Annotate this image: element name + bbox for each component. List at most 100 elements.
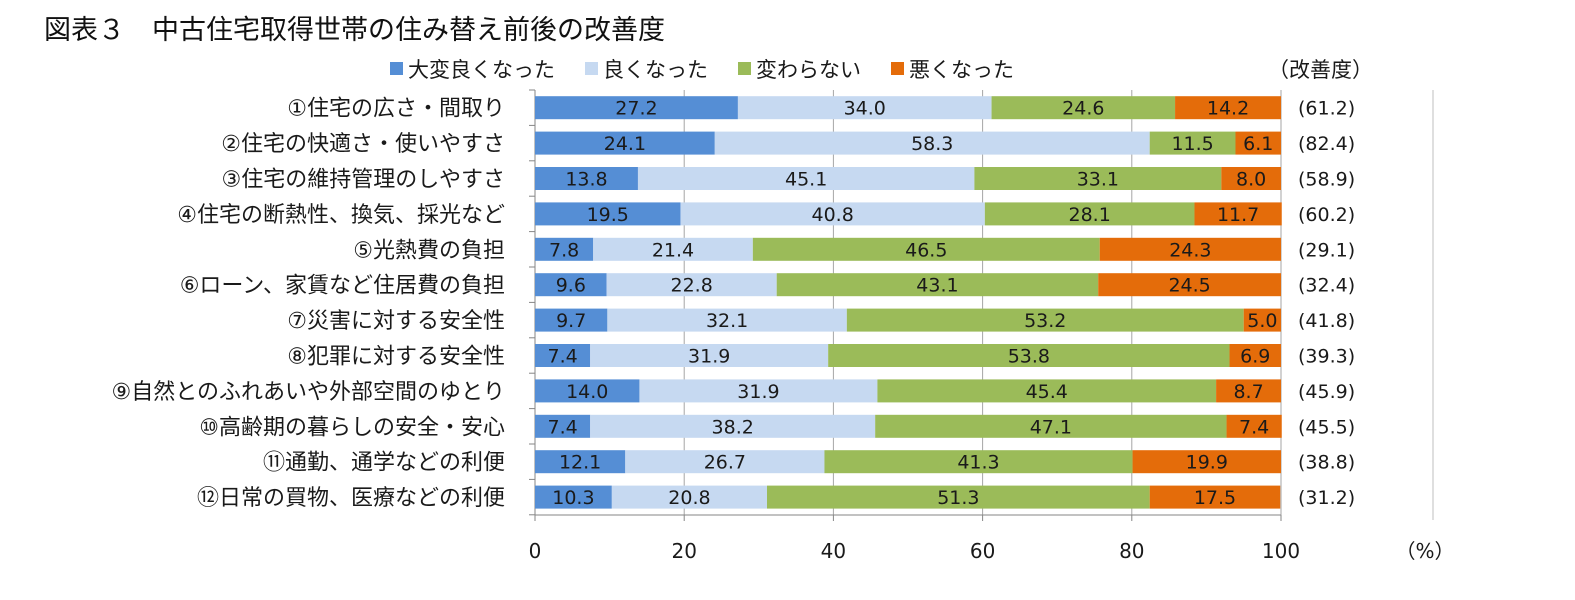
- data-label: 41.3: [957, 452, 999, 474]
- data-label: 13.8: [565, 169, 607, 191]
- improvement-value: (60.2): [1298, 204, 1355, 226]
- bar-segment: [1243, 308, 1281, 332]
- bar-segment: [1194, 202, 1282, 226]
- data-label: 9.7: [556, 310, 586, 332]
- bar-segment: [535, 450, 626, 474]
- legend-swatch: [891, 62, 904, 75]
- legend-label: 良くなった: [603, 58, 708, 82]
- bar-segment: [767, 485, 1150, 509]
- bar-segment: [776, 273, 1099, 297]
- bar-segment: [535, 96, 738, 120]
- bar-segment: [535, 273, 607, 297]
- data-label: 11.5: [1171, 133, 1213, 155]
- data-label: 24.5: [1168, 275, 1210, 297]
- legend-label: 変わらない: [756, 58, 861, 82]
- bar-segment: [680, 202, 985, 226]
- bar-segment: [535, 131, 715, 155]
- improvement-header: （改善度）: [1268, 58, 1373, 82]
- bar-segment: [828, 344, 1230, 367]
- category-label: ③住宅の維持管理のしやすさ: [221, 168, 505, 193]
- bar-segment: [1235, 131, 1281, 155]
- data-label: 7.4: [1239, 416, 1269, 438]
- bar-segment: [535, 237, 594, 261]
- bar-segment: [737, 96, 992, 120]
- bar-segment: [535, 202, 681, 226]
- improvement-value: (41.8): [1298, 310, 1355, 332]
- bar-segment: [1175, 96, 1281, 120]
- data-label: 5.0: [1247, 310, 1277, 332]
- bar-segment: [590, 344, 829, 367]
- bar-segment: [535, 308, 608, 332]
- data-label: 6.1: [1243, 133, 1273, 155]
- data-label: 31.9: [737, 381, 779, 403]
- bar-segment: [752, 237, 1100, 261]
- x-tick-label: 0: [529, 539, 542, 563]
- data-label: 43.1: [916, 275, 958, 297]
- data-label: 20.8: [668, 487, 710, 509]
- improvement-value: (32.4): [1298, 275, 1355, 297]
- data-label: 46.5: [905, 239, 947, 261]
- legend-swatch: [585, 62, 598, 75]
- bar-segment: [1099, 237, 1281, 261]
- data-label: 8.7: [1233, 381, 1263, 403]
- bar-segment: [1229, 344, 1281, 367]
- legend-swatch: [390, 62, 403, 75]
- bar-segment: [974, 167, 1222, 190]
- data-label: 40.8: [811, 204, 853, 226]
- bar-segment: [535, 167, 638, 190]
- category-label: ⑪通勤、通学などの利便: [263, 451, 505, 476]
- bar-segment: [1221, 167, 1281, 190]
- legend-label: 大変良くなった: [408, 58, 555, 82]
- data-label: 53.8: [1008, 346, 1050, 368]
- data-label: 58.3: [911, 133, 953, 155]
- x-unit-label: （%）: [1395, 539, 1454, 563]
- bar-segment: [714, 131, 1150, 155]
- data-label: 26.7: [704, 452, 746, 474]
- bar-segment: [535, 379, 640, 403]
- category-label: ⑥ローン、家賃など住居費の負担: [180, 274, 505, 299]
- data-label: 17.5: [1194, 487, 1236, 509]
- category-label: ②住宅の快適さ・使いやすさ: [221, 132, 505, 157]
- data-label: 24.6: [1062, 98, 1104, 120]
- data-label: 11.7: [1217, 204, 1259, 226]
- data-label: 32.1: [706, 310, 748, 332]
- data-label: 19.9: [1186, 452, 1228, 474]
- category-label: ⑧犯罪に対する安全性: [287, 345, 505, 370]
- data-label: 45.4: [1026, 381, 1068, 403]
- data-label: 9.6: [556, 275, 586, 297]
- data-label: 33.1: [1077, 169, 1119, 191]
- legend-label: 悪くなった: [909, 58, 1014, 82]
- bar-segment: [1149, 485, 1281, 509]
- data-label: 28.1: [1068, 204, 1110, 226]
- improvement-value: (39.3): [1298, 346, 1355, 368]
- bar-segment: [991, 96, 1176, 120]
- data-label: 51.3: [937, 487, 979, 509]
- data-label: 53.2: [1024, 310, 1066, 332]
- bar-segment: [1132, 450, 1281, 474]
- data-label: 34.0: [844, 98, 886, 120]
- bar-segment: [611, 485, 768, 509]
- category-label: ⑩高齢期の暮らしの安全・安心: [199, 415, 505, 440]
- bar-segment: [1226, 414, 1282, 438]
- improvement-value: (82.4): [1298, 133, 1355, 155]
- legend-swatch: [738, 62, 751, 75]
- improvement-value: (38.8): [1298, 452, 1355, 474]
- bar-segment: [875, 414, 1227, 438]
- bar-segment: [877, 379, 1217, 403]
- bar-segment: [607, 308, 847, 332]
- x-tick-label: 20: [671, 539, 696, 563]
- category-label: ⑨自然とのふれあいや外部空間のゆとり: [111, 380, 505, 405]
- bar-segment: [1149, 131, 1236, 155]
- x-tick-label: 60: [970, 539, 995, 563]
- bar-segment: [625, 450, 825, 474]
- bar-segment: [1098, 273, 1281, 297]
- bar-segment: [639, 379, 878, 403]
- data-label: 14.2: [1207, 98, 1249, 120]
- improvement-value: (45.5): [1298, 416, 1355, 438]
- improvement-value: (45.9): [1298, 381, 1355, 403]
- bar-segment: [846, 308, 1244, 332]
- data-label: 7.4: [547, 346, 577, 368]
- data-label: 24.1: [604, 133, 646, 155]
- bar-segment: [535, 344, 591, 367]
